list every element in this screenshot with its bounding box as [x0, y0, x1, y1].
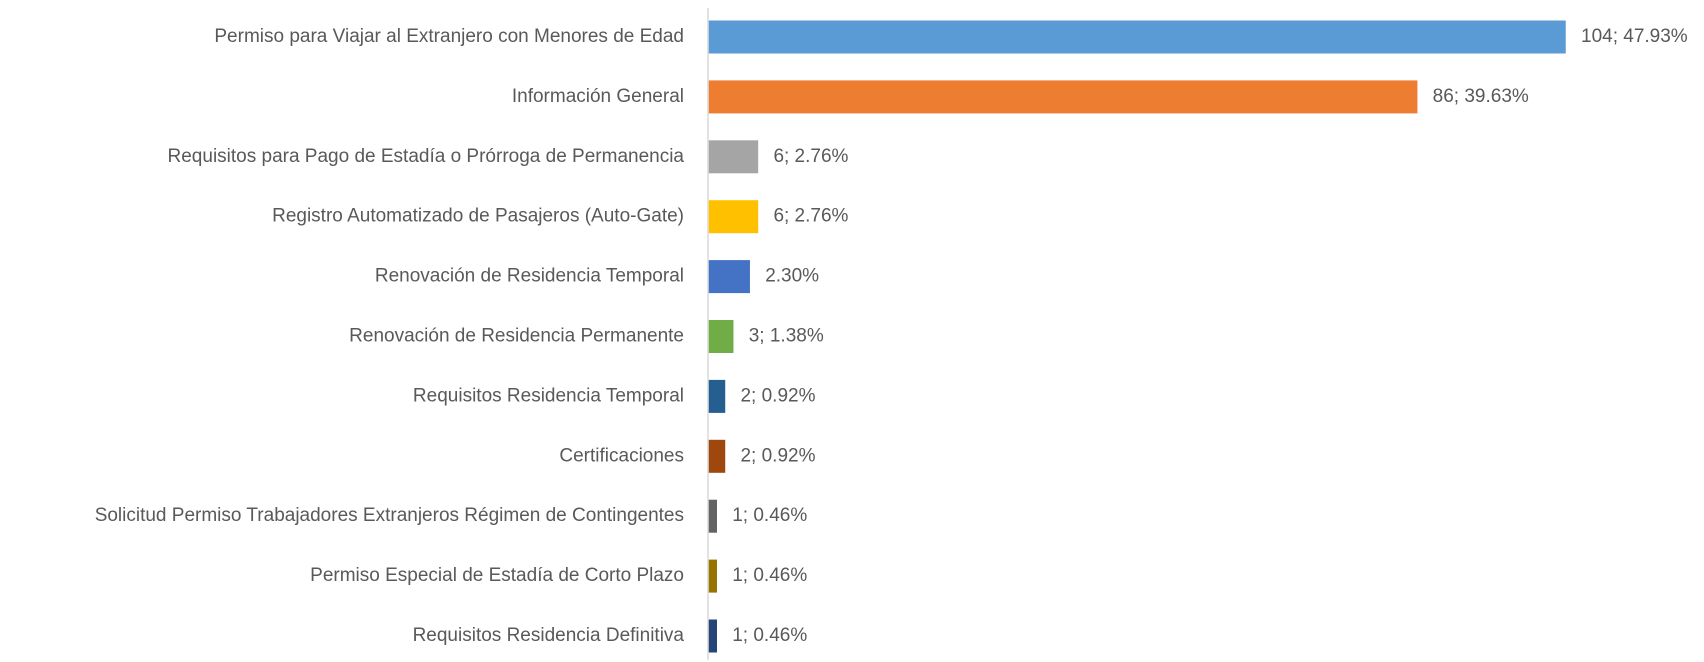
bar [708, 619, 717, 653]
category-label: Registro Automatizado de Pasajeros (Auto… [272, 206, 684, 227]
category-label: Requisitos Residencia Temporal [413, 385, 684, 406]
bar [708, 200, 759, 234]
bar [708, 439, 726, 473]
category-label: Renovación de Residencia Permanente [349, 326, 684, 347]
bar [708, 140, 759, 174]
value-label: 6; 2.76% [773, 206, 848, 227]
value-label: 2.30% [765, 266, 819, 287]
bar [708, 320, 734, 353]
bar [708, 80, 1418, 114]
value-label: 2; 0.92% [740, 385, 815, 406]
value-label: 6; 2.76% [773, 146, 848, 167]
category-label: Permiso para Viajar al Extranjero con Me… [214, 26, 684, 47]
value-label: 1; 0.46% [732, 565, 807, 586]
bar [708, 499, 717, 533]
category-label: Información General [512, 86, 684, 107]
value-label: 104; 47.93% [1581, 26, 1688, 47]
value-label: 1; 0.46% [732, 625, 807, 646]
bar [708, 260, 750, 294]
bar [708, 20, 1566, 54]
category-label: Requisitos Residencia Definitiva [413, 625, 685, 646]
value-label: 1; 0.46% [732, 505, 807, 526]
bar [708, 379, 726, 413]
category-label: Certificaciones [559, 445, 684, 466]
category-label: Solicitud Permiso Trabajadores Extranjer… [95, 505, 684, 526]
value-label: 2; 0.92% [740, 445, 815, 466]
bar [708, 559, 717, 593]
value-label: 3; 1.38% [749, 326, 824, 347]
value-label: 86; 39.63% [1433, 86, 1529, 107]
category-label: Requisitos para Pago de Estadía o Prórro… [168, 146, 685, 167]
category-label: Permiso Especial de Estadía de Corto Pla… [310, 565, 684, 586]
category-label: Renovación de Residencia Temporal [375, 266, 684, 287]
